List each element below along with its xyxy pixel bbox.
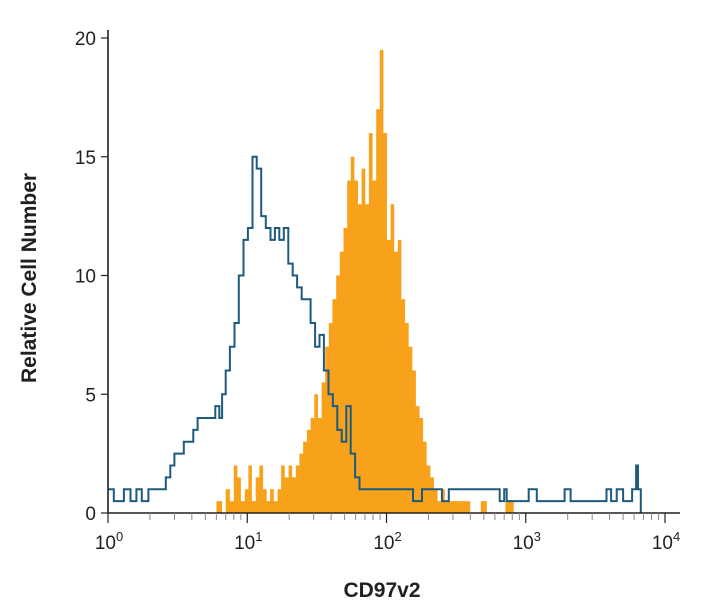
x-axis-ticks: 100 101 102 103 104 [95, 513, 680, 554]
outline-histogram-layer [108, 155, 642, 513]
y-axis-title: Relative Cell Number [18, 173, 41, 383]
y-tick-label: 20 [75, 29, 96, 50]
filled-histogram-layer [216, 49, 514, 514]
y-tick-label: 10 [75, 267, 96, 288]
x-tick-label: 102 [373, 529, 401, 554]
outline-histogram-series [108, 155, 642, 513]
y-tick-label: 15 [75, 148, 96, 169]
y-axis-ticks: 0 5 10 15 20 [75, 29, 108, 525]
x-tick-label: 100 [95, 529, 123, 554]
x-tick-label: 101 [234, 529, 262, 554]
filled-histogram-bin [507, 501, 514, 513]
x-tick-label: 103 [513, 529, 541, 554]
filled-histogram-bin [480, 501, 487, 513]
y-tick-label: 0 [85, 504, 96, 525]
x-tick-label: 104 [652, 529, 680, 554]
axes [107, 30, 680, 514]
x-axis-title: CD97v2 [343, 579, 420, 602]
y-tick-label: 5 [85, 385, 96, 406]
filled-histogram-series [216, 49, 471, 514]
